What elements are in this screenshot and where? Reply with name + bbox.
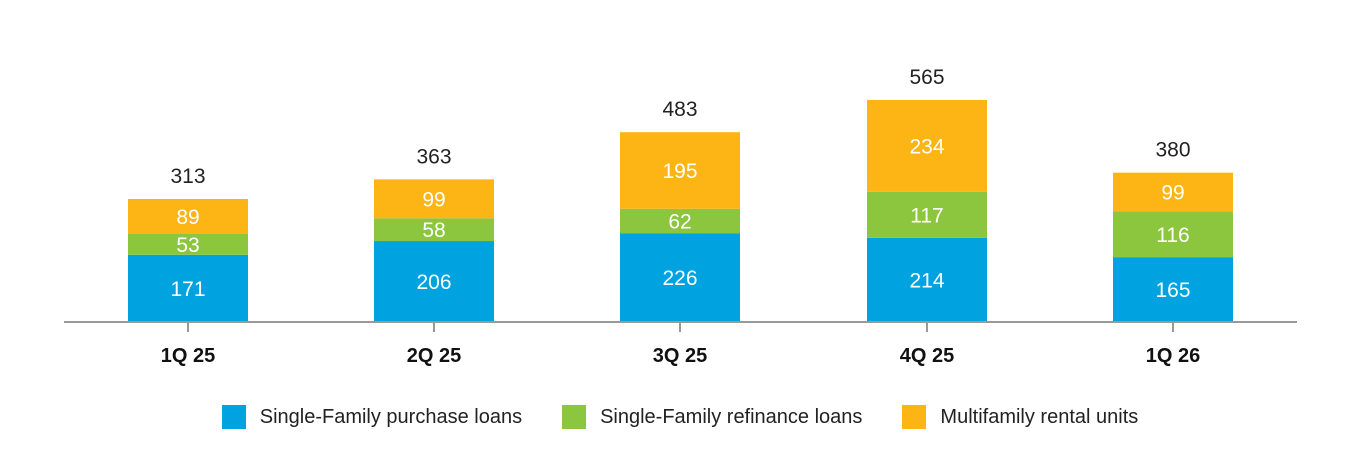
- x-axis-tick-label: 1Q 25: [161, 345, 215, 367]
- legend-label-refinance: Single-Family refinance loans: [600, 405, 863, 428]
- segment-value-label: 234: [909, 135, 944, 158]
- x-axis-labels: 1Q 25 2Q 25 3Q 25 4Q 25 1Q 26: [161, 345, 1200, 367]
- segment-value-label: 116: [1156, 224, 1189, 247]
- segment-value-label: 206: [416, 271, 451, 294]
- segment-value-label: 117: [910, 204, 943, 227]
- segment-value-label: 58: [422, 219, 445, 242]
- bar-segment-purchase: [867, 237, 987, 322]
- x-axis-tick-label: 3Q 25: [653, 345, 707, 367]
- legend: Single-Family purchase loans Single-Fami…: [0, 405, 1360, 429]
- legend-swatch-multifamily: [902, 405, 927, 429]
- bar-segment-refinance: [620, 208, 740, 234]
- segment-value-label: 165: [1155, 279, 1190, 302]
- segment-value-label: 195: [662, 160, 697, 183]
- bar-segment-purchase: [620, 233, 740, 322]
- x-axis-tick-label: 1Q 26: [1146, 345, 1200, 367]
- total-value-label: 483: [662, 98, 697, 121]
- bar-segment-refinance: [867, 191, 987, 238]
- bar-segment-multifamily: [867, 99, 987, 192]
- bar-segment-multifamily: [374, 179, 494, 219]
- bar-segment-purchase: [1113, 257, 1233, 322]
- segment-value-label: 214: [909, 269, 944, 292]
- legend-label-multifamily: Multifamily rental units: [940, 405, 1139, 428]
- legend-swatch-purchase: [221, 405, 246, 429]
- segment-value-label: 171: [170, 278, 205, 301]
- legend-swatch-refinance: [562, 405, 587, 429]
- total-value-label: 313: [170, 165, 205, 188]
- x-axis-tick-label: 2Q 25: [407, 345, 461, 367]
- stacked-bar-chart: 171 53 89 313 206 58 99 363 226 62 195 483 214 117 234…: [64, 66, 1297, 367]
- segment-value-label: 62: [668, 210, 691, 233]
- legend-item-refinance: Single-Family refinance loans: [562, 405, 862, 429]
- bar-segment-multifamily: [620, 132, 740, 209]
- bar-segment-refinance: [374, 218, 494, 242]
- segment-value-label: 226: [662, 267, 697, 290]
- bar-segment-refinance: [128, 233, 248, 255]
- segment-value-label: 99: [422, 188, 445, 211]
- total-value-label: 363: [416, 145, 451, 168]
- x-axis-ticks: [187, 322, 1174, 332]
- legend-item-purchase: Single-Family purchase loans: [221, 405, 523, 429]
- legend-label-purchase: Single-Family purchase loans: [259, 405, 523, 428]
- bar-segment-purchase: [374, 241, 494, 322]
- bar-segment-multifamily: [1113, 172, 1233, 212]
- bar-segment-multifamily: [128, 198, 248, 234]
- segment-value-label: 53: [176, 234, 199, 257]
- bar-segment-refinance: [1113, 211, 1233, 258]
- x-axis-tick-label: 4Q 25: [900, 345, 954, 367]
- total-value-label: 565: [909, 66, 944, 89]
- segment-value-label: 99: [1161, 182, 1184, 205]
- bar-segment-purchase: [128, 254, 248, 322]
- legend-item-multifamily: Multifamily rental units: [902, 405, 1138, 429]
- segment-value-label: 89: [176, 206, 199, 229]
- bars-group: 171 53 89 313 206 58 99 363 226 62 195 483 214 117 234…: [128, 66, 1233, 322]
- total-value-label: 380: [1155, 139, 1190, 162]
